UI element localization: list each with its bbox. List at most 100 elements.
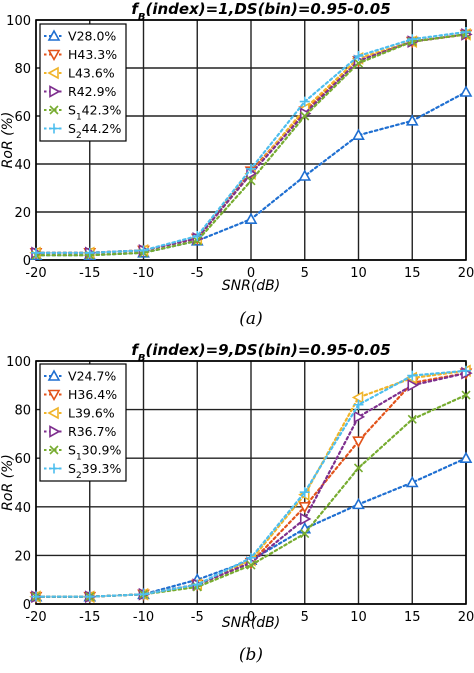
legend-series-pct: 30.9% — [82, 443, 122, 458]
legend-marker — [49, 123, 59, 134]
legend-label: R42.9% — [68, 84, 117, 99]
data-point — [352, 128, 365, 140]
legend-label: V28.0% — [68, 29, 116, 44]
x-tick-label: 20 — [458, 266, 474, 281]
figure-caption: (a) — [239, 309, 262, 329]
y-tick-label: 60 — [14, 110, 31, 125]
x-tick-label: -15 — [79, 610, 100, 625]
legend-series-pct: 36.4% — [77, 387, 117, 402]
legend-marker — [47, 66, 59, 80]
plot-frame — [35, 19, 467, 261]
legend-series-pct: 28.0% — [77, 29, 117, 44]
legend-box — [39, 23, 127, 142]
data-point — [298, 169, 312, 181]
legend-series-sub: 1 — [76, 453, 82, 463]
legend-series-name: R — [68, 84, 77, 99]
data-point — [31, 247, 41, 258]
x-tick-label: 20 — [458, 610, 474, 625]
data-point — [407, 414, 417, 424]
x-tick-label: 5 — [301, 610, 309, 625]
data-point — [459, 451, 473, 463]
data-point — [192, 579, 203, 590]
legend-marker — [47, 29, 61, 41]
legend-label: V24.7% — [68, 369, 116, 384]
x-tick-label: 0 — [247, 266, 255, 281]
legend-series-name: S — [68, 103, 76, 118]
data-point — [246, 176, 256, 186]
legend-marker — [47, 49, 61, 62]
legend-series-pct: 43.3% — [77, 47, 117, 62]
x-tick-label: 5 — [301, 266, 309, 281]
x-tick-label: -20 — [25, 266, 46, 281]
legend-series-sub: 2 — [76, 471, 82, 481]
legend-marker — [49, 105, 59, 115]
x-tick-label: 10 — [350, 266, 367, 281]
data-point — [299, 487, 310, 498]
legend-marker — [47, 406, 59, 420]
x-tick-label: 15 — [404, 266, 421, 281]
legend-series-name: S — [68, 121, 76, 136]
legend-label: S130.9% — [68, 443, 122, 463]
x-axis-label: SNR(dB) — [222, 278, 281, 294]
data-point — [300, 111, 310, 121]
data-point — [352, 497, 365, 510]
data-point — [407, 370, 418, 381]
legend-marker — [47, 369, 61, 381]
legend-series-pct: 43.6% — [75, 66, 115, 81]
legend: V28.0%H43.3%L43.6%R42.9%S142.3%S244.2% — [39, 23, 127, 142]
legend-marker — [49, 463, 59, 474]
legend-series-pct: 42.9% — [77, 84, 117, 99]
y-tick-label: 0 — [23, 598, 31, 613]
data-point — [300, 528, 310, 539]
data-point — [353, 410, 366, 424]
legend-series-name: L — [68, 66, 75, 81]
x-tick-label: -10 — [133, 266, 154, 281]
y-tick-label: 80 — [14, 62, 31, 77]
series-S2 — [31, 27, 471, 258]
y-tick-label: 40 — [14, 158, 31, 173]
chart-title-f: f — [131, 341, 140, 359]
y-tick-label: 80 — [14, 404, 31, 419]
y-tick-label: 20 — [14, 549, 31, 564]
data-point — [298, 502, 312, 514]
data-point — [405, 114, 419, 126]
x-tick-label: -15 — [79, 266, 100, 281]
legend-series-name: H — [68, 47, 77, 62]
legend-series-name: R — [68, 424, 77, 439]
legend-label: S244.2% — [68, 121, 122, 141]
legend-label: L43.6% — [68, 66, 115, 81]
legend-label: S239.3% — [68, 461, 122, 481]
data-point — [353, 51, 364, 61]
legend-series-name: V — [68, 29, 77, 44]
legend-label: H36.4% — [68, 387, 117, 402]
y-tick-label: 100 — [6, 355, 31, 370]
data-point — [407, 34, 418, 45]
x-tick-label: -5 — [191, 610, 204, 625]
figure-caption: (b) — [239, 645, 263, 665]
chart-panel-b: -20 -15 -10 -5 0 5 10 15 20 0 20 40 60 80 100 fB(index)… — [0, 341, 474, 665]
legend-label: L39.6% — [68, 406, 115, 421]
chart-title-rest: (index)=9,DS(bin)=0.95-0.05 — [146, 341, 391, 359]
chart-title-rest: (index)=1,DS(bin)=0.95-0.05 — [146, 0, 391, 18]
chart-panel-a: -20 -15 -10 -5 0 5 10 15 20 0 20 40 60 80 100 fB(index)… — [0, 0, 474, 329]
data-point — [138, 245, 149, 256]
series-S2 — [31, 365, 471, 602]
legend-series-name: V — [68, 369, 77, 384]
legend-series-pct: 36.7% — [77, 424, 117, 439]
x-tick-label: 0 — [247, 610, 255, 625]
data-point — [461, 27, 471, 37]
chart-title-sub: B — [138, 353, 146, 364]
data-point — [461, 390, 471, 400]
data-point — [353, 463, 364, 473]
legend-series-name: S — [68, 443, 76, 458]
data-point — [246, 560, 256, 570]
x-tick-label: -20 — [25, 610, 46, 625]
data-point — [246, 552, 256, 563]
legend-series-pct: 39.3% — [82, 461, 122, 476]
y-tick-label: 40 — [14, 501, 31, 516]
legend-label: R36.7% — [68, 424, 117, 439]
data-point — [138, 589, 149, 600]
chart-title: fB(index)=1,DS(bin)=0.95-0.05 — [131, 0, 390, 23]
data-point — [246, 163, 256, 174]
